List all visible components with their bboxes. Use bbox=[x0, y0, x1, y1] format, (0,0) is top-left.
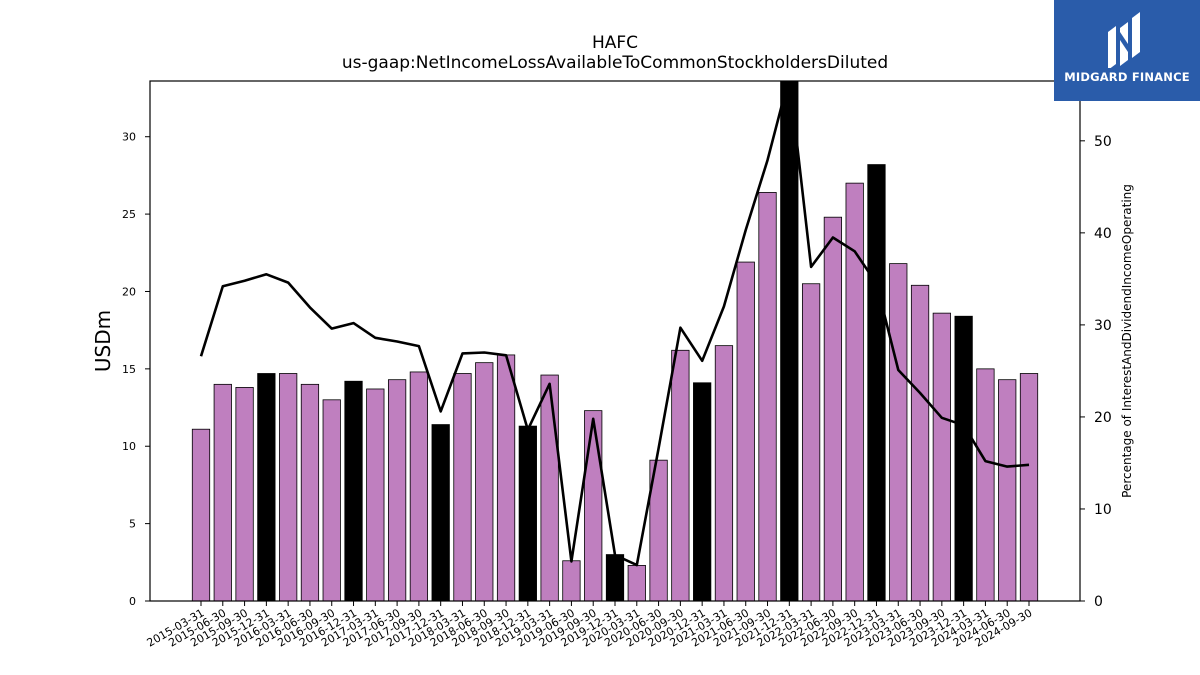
bar bbox=[889, 263, 908, 602]
y-tick-label: 0 bbox=[129, 595, 136, 608]
bar bbox=[453, 373, 472, 602]
y2-tick-label: 10 bbox=[1094, 502, 1112, 518]
chart-title: HAFC bbox=[592, 33, 638, 53]
bar bbox=[191, 428, 211, 602]
bar bbox=[300, 383, 320, 602]
bar bbox=[823, 216, 843, 602]
bar bbox=[279, 373, 298, 602]
brand-logo: MIDGARD FINANCE bbox=[1054, 0, 1200, 101]
bar bbox=[932, 312, 951, 602]
y2-tick-label: 50 bbox=[1094, 134, 1112, 150]
y2-tick-label: 20 bbox=[1094, 410, 1112, 426]
bar bbox=[235, 387, 254, 602]
bar bbox=[1019, 373, 1039, 602]
bar bbox=[954, 315, 973, 602]
bar bbox=[758, 192, 777, 602]
bar bbox=[387, 379, 407, 602]
y-tick-label: 5 bbox=[129, 518, 136, 531]
bar bbox=[213, 383, 232, 602]
bar bbox=[562, 560, 581, 602]
bar bbox=[714, 345, 734, 602]
y-axis-label: USDm bbox=[91, 310, 115, 372]
y2-tick-label: 30 bbox=[1094, 318, 1112, 334]
bar bbox=[584, 410, 603, 602]
bar bbox=[257, 373, 276, 602]
bar bbox=[693, 382, 712, 602]
series-line bbox=[199, 81, 1030, 567]
bar bbox=[910, 284, 930, 602]
y-tick-label: 30 bbox=[122, 131, 136, 144]
y-axis-right: 0 10 20 30 40 50 bbox=[1080, 134, 1112, 610]
logo-mark-icon bbox=[1108, 12, 1140, 68]
bar bbox=[736, 261, 755, 602]
bar bbox=[867, 164, 886, 602]
bar bbox=[605, 554, 625, 602]
logo-text: MIDGARD FINANCE bbox=[1064, 70, 1190, 84]
bar bbox=[671, 349, 690, 602]
chart-subtitle: us-gaap:NetIncomeLossAvailableToCommonSt… bbox=[342, 53, 888, 73]
bar bbox=[845, 182, 864, 602]
bar bbox=[801, 283, 821, 602]
bar bbox=[344, 380, 363, 602]
line-group bbox=[199, 81, 1030, 567]
bar bbox=[627, 565, 646, 602]
bar bbox=[998, 379, 1017, 602]
bar bbox=[518, 425, 537, 602]
y2-axis-label: Percentage of InterestAndDividendIncomeO… bbox=[1120, 184, 1134, 498]
bar bbox=[540, 374, 559, 602]
x-axis: 2015-03-312015-06-302015-09-302015-12-31… bbox=[145, 601, 1035, 650]
bar bbox=[475, 362, 494, 602]
y-tick-label: 10 bbox=[122, 440, 136, 453]
y-tick-label: 15 bbox=[122, 363, 136, 376]
bar bbox=[409, 371, 429, 602]
y-tick-label: 20 bbox=[122, 285, 136, 298]
y-tick-label: 25 bbox=[122, 208, 136, 221]
bar bbox=[780, 80, 799, 602]
bars-group bbox=[191, 80, 1039, 602]
bar bbox=[366, 388, 385, 602]
bar bbox=[496, 354, 516, 602]
y2-tick-label: 40 bbox=[1094, 226, 1112, 242]
bar bbox=[431, 424, 450, 602]
bar bbox=[322, 399, 341, 602]
y-axis-left: 0 5 10 15 20 25 30 bbox=[122, 131, 150, 608]
bar bbox=[976, 368, 995, 602]
y2-tick-label: 0 bbox=[1094, 594, 1103, 610]
